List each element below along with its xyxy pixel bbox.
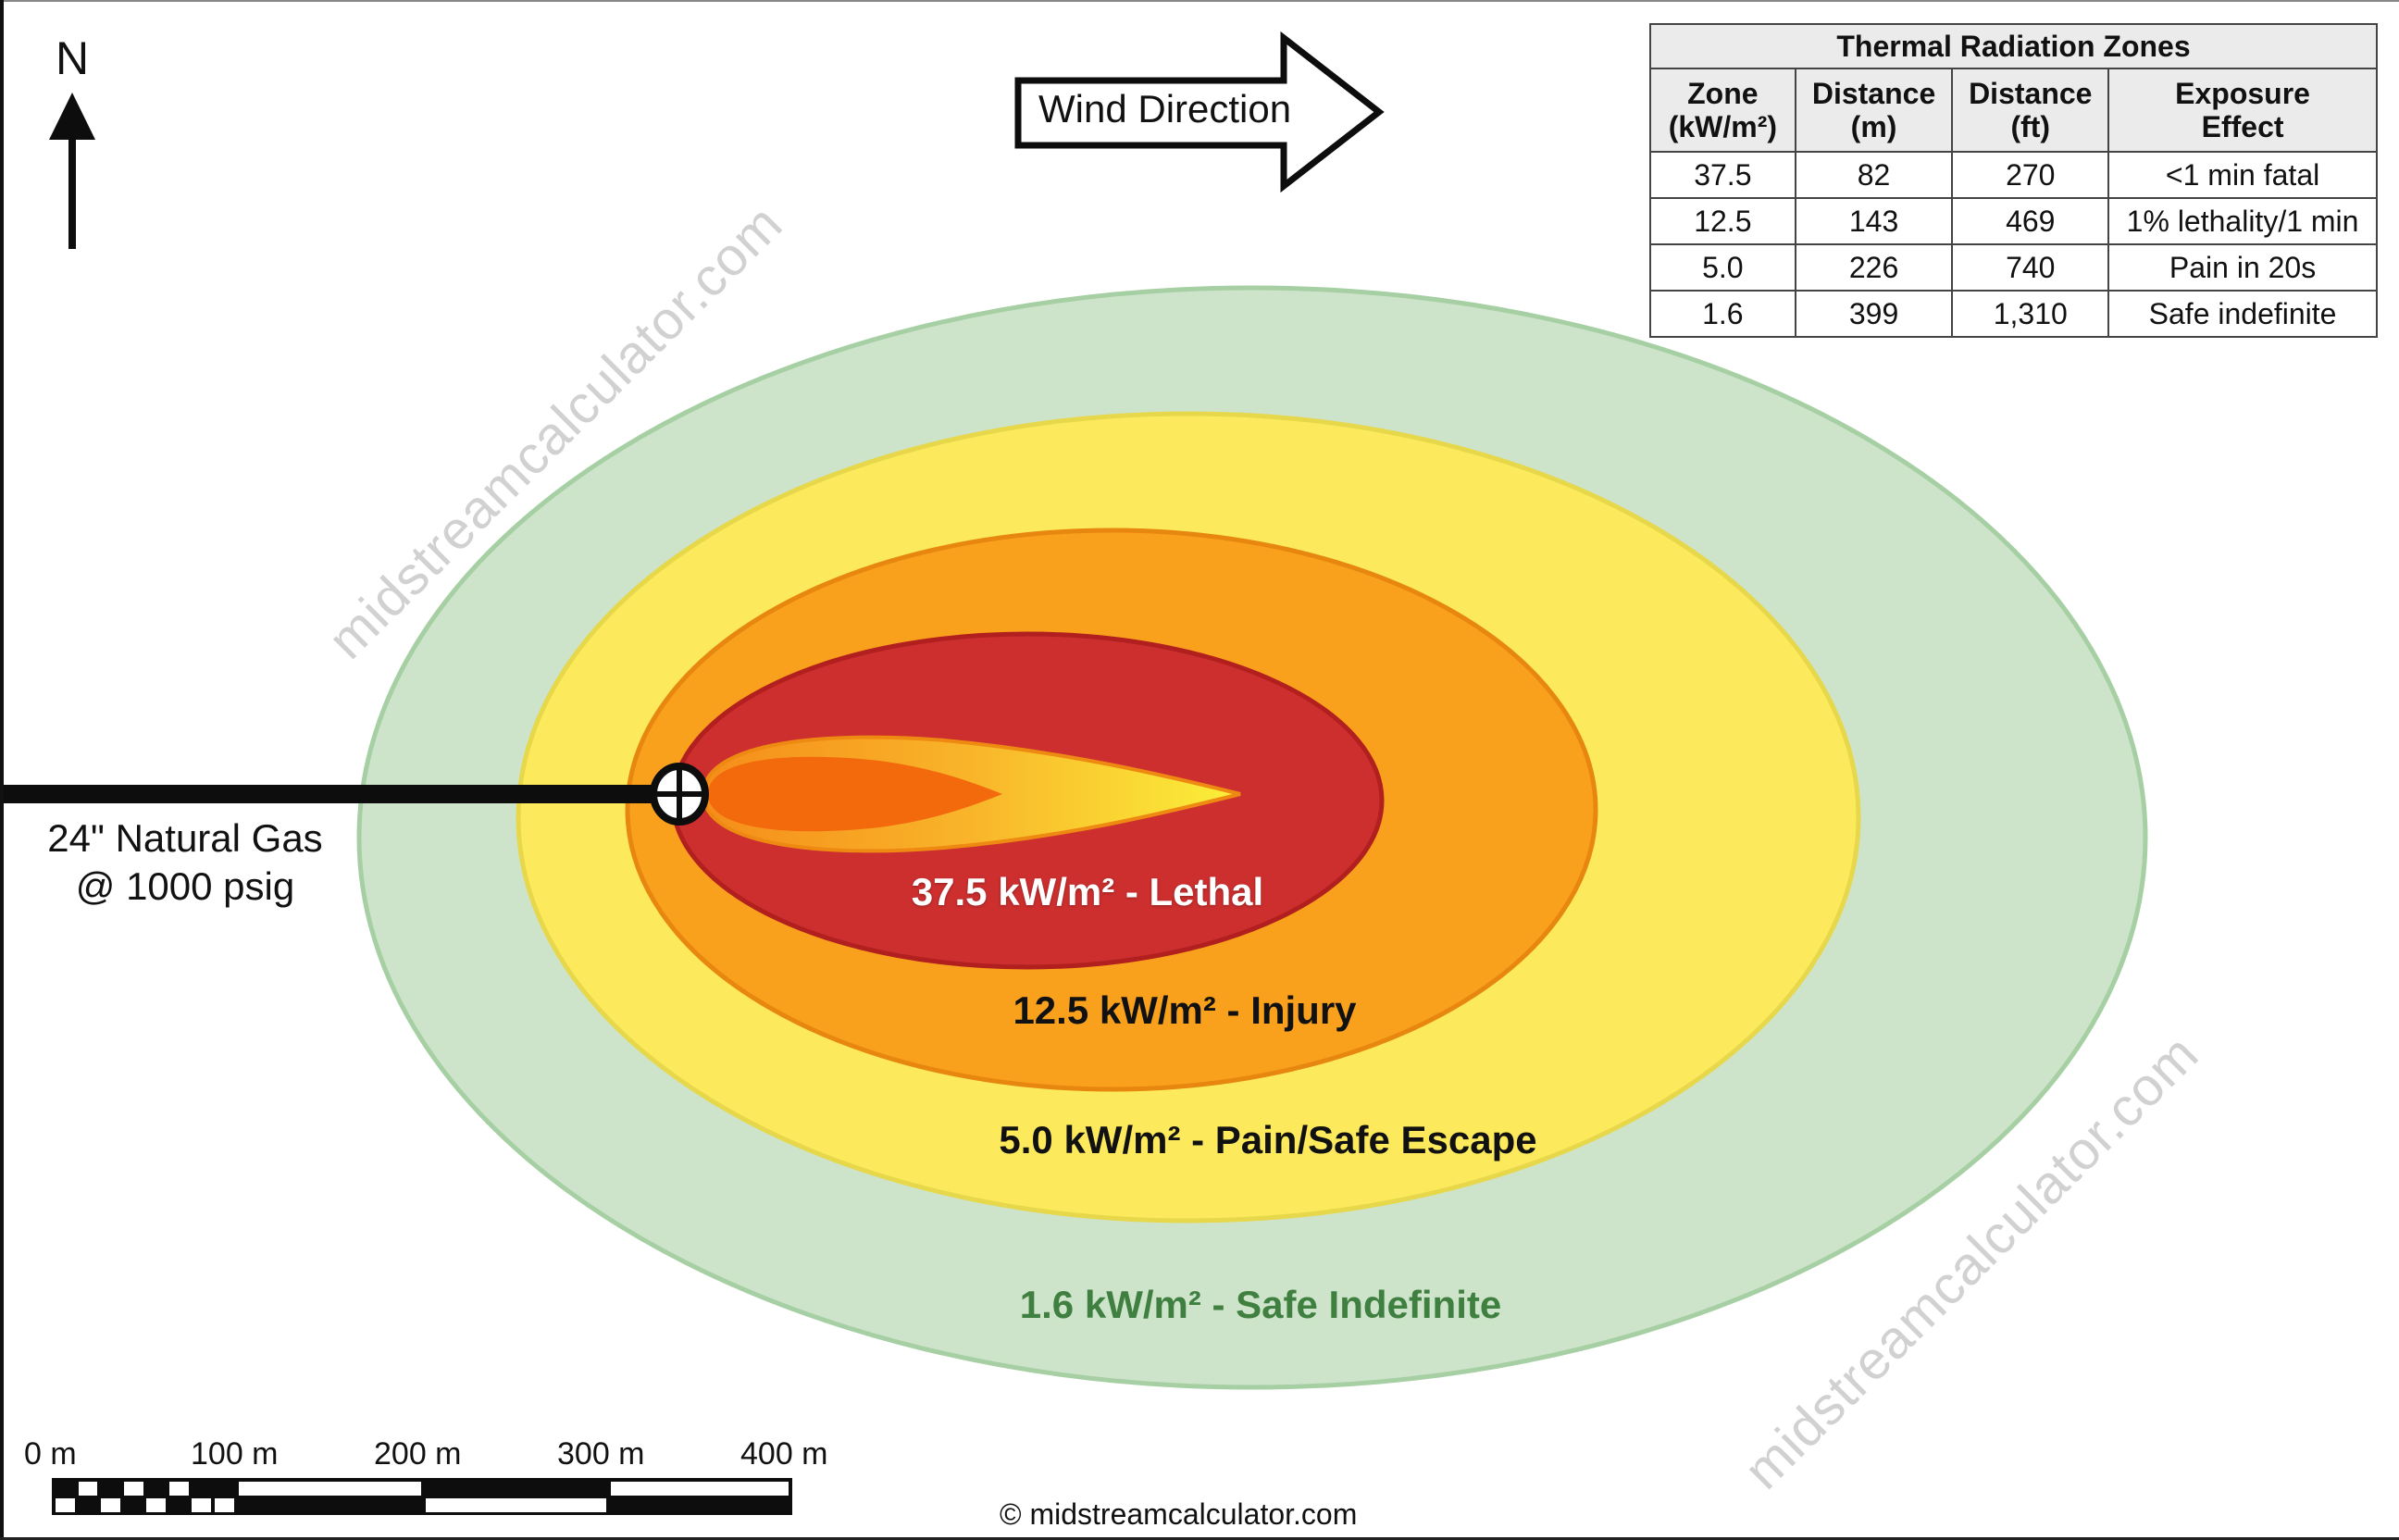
cell-zone: 37.5: [1649, 151, 1796, 199]
frame-left: [0, 0, 4, 1540]
zone-label-injury: 12.5 kW/m² - Injury: [1013, 988, 1357, 1032]
frame-bottom: [0, 1537, 2399, 1540]
cell-zone: 1.6: [1649, 290, 1796, 338]
scale-label-100: 100 m: [191, 1436, 279, 1472]
header-exposure-effect: Exposure Effect: [2107, 68, 2378, 153]
zone-label-lethal: 37.5 kW/m² - Lethal: [911, 870, 1264, 913]
zone-label-safe: 1.6 kW/m² - Safe Indefinite: [1019, 1283, 1502, 1326]
table-row: 37.5 82 270 <1 min fatal: [1649, 151, 2378, 199]
table-title: Thermal Radiation Zones: [1649, 23, 2378, 69]
scale-bar: [52, 1478, 792, 1515]
scale-label-400: 400 m: [740, 1436, 828, 1472]
scale-label-200: 200 m: [374, 1436, 462, 1472]
cell-distance-ft: 740: [1951, 243, 2110, 292]
cell-distance-m: 143: [1794, 197, 1954, 245]
thermal-radiation-table: Thermal Radiation Zones Zone (kW/m²) Dist…: [1649, 23, 2378, 338]
copyright-footer: © midstreamcalculator.com: [1000, 1497, 1358, 1531]
cell-effect: 1% lethality/1 min: [2107, 197, 2378, 245]
header-zone: Zone (kW/m²): [1649, 68, 1796, 153]
table-header-row: Zone (kW/m²) Distance (m) Distance (ft) Exp…: [1649, 68, 2378, 153]
table-row: 5.0 226 740 Pain in 20s: [1649, 243, 2378, 292]
header-distance-m: Distance (m): [1794, 68, 1954, 153]
cell-distance-m: 82: [1794, 151, 1954, 199]
cell-zone: 12.5: [1649, 197, 1796, 245]
pipeline-label: 24" Natural Gas @ 1000 psig: [28, 814, 342, 911]
pipeline: [0, 785, 659, 803]
table-row: 1.6 399 1,310 Safe indefinite: [1649, 290, 2378, 338]
flame-core-icon: [708, 756, 1002, 832]
cell-distance-m: 226: [1794, 243, 1954, 292]
zone-label-pain: 5.0 kW/m² - Pain/Safe Escape: [999, 1118, 1537, 1161]
cell-effect: <1 min fatal: [2107, 151, 2378, 199]
cell-zone: 5.0: [1649, 243, 1796, 292]
table-title-row: Thermal Radiation Zones: [1649, 23, 2378, 69]
release-point-icon: [650, 763, 709, 826]
cell-distance-ft: 1,310: [1951, 290, 2110, 338]
cell-effect: Pain in 20s: [2107, 243, 2378, 292]
pipeline-label-line1: 24" Natural Gas: [47, 816, 323, 860]
north-arrow-icon: [49, 93, 95, 249]
right-arrow-icon: [1014, 31, 1385, 193]
table-row: 12.5 143 469 1% lethality/1 min: [1649, 197, 2378, 245]
scale-label-0: 0 m: [24, 1436, 77, 1472]
north-label: N: [55, 32, 90, 84]
frame-top: [0, 0, 2399, 2]
pipeline-label-line2: @ 1000 psig: [75, 864, 295, 908]
cell-distance-ft: 469: [1951, 197, 2110, 245]
wind-direction-label: Wind Direction: [1038, 87, 1292, 130]
cell-distance-m: 399: [1794, 290, 1954, 338]
cell-effect: Safe indefinite: [2107, 290, 2378, 338]
scale-label-300: 300 m: [557, 1436, 645, 1472]
cell-distance-ft: 270: [1951, 151, 2110, 199]
header-distance-ft: Distance (ft): [1951, 68, 2110, 153]
